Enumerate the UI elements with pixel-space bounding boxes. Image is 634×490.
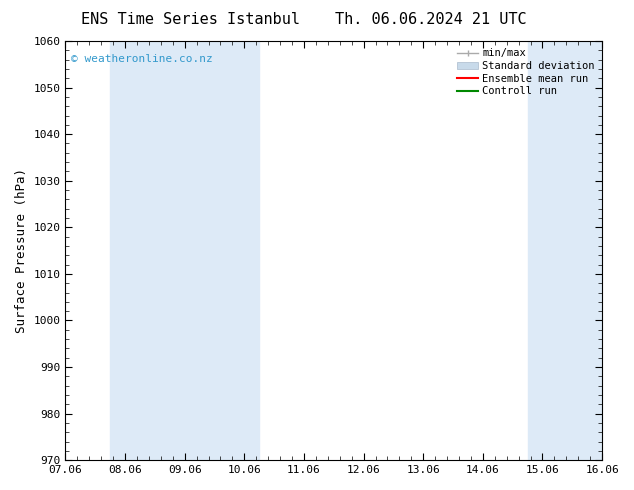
Legend: min/max, Standard deviation, Ensemble mean run, Controll run: min/max, Standard deviation, Ensemble me… [455, 46, 597, 98]
Bar [110, 41, 259, 460]
Text: © weatheronline.co.nz: © weatheronline.co.nz [71, 53, 212, 64]
Y-axis label: Surface Pressure (hPa): Surface Pressure (hPa) [15, 168, 28, 333]
Text: ENS Time Series Istanbul: ENS Time Series Istanbul [81, 12, 300, 27]
Bar [527, 41, 632, 460]
Text: Th. 06.06.2024 21 UTC: Th. 06.06.2024 21 UTC [335, 12, 527, 27]
